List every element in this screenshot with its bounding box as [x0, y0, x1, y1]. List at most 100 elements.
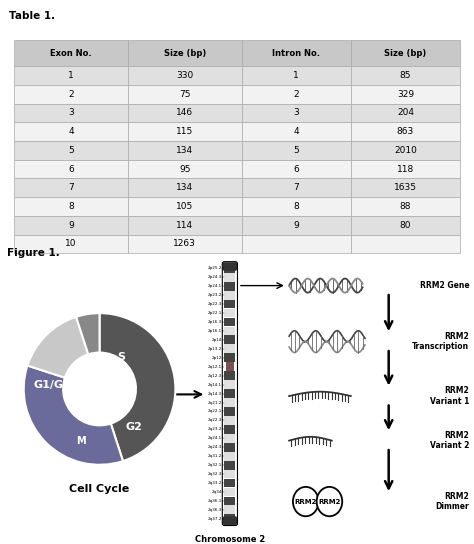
Bar [14, 216, 128, 234]
Bar [128, 178, 242, 197]
Bar [242, 141, 351, 160]
Bar [128, 103, 242, 122]
Bar [224, 407, 235, 416]
Bar [224, 469, 235, 479]
Text: 146: 146 [176, 108, 193, 118]
Text: 4: 4 [293, 127, 299, 136]
Text: 2p22.1: 2p22.1 [208, 311, 222, 315]
Text: 2q32.3: 2q32.3 [208, 472, 222, 476]
Text: 3: 3 [68, 108, 74, 118]
Text: Exon No.: Exon No. [50, 49, 92, 58]
Bar [351, 160, 460, 178]
Text: 9: 9 [293, 221, 299, 230]
Text: 88: 88 [400, 202, 411, 211]
Bar [128, 160, 242, 178]
Text: 2q31.2: 2q31.2 [208, 454, 222, 458]
Text: 6: 6 [68, 165, 74, 174]
Bar [224, 264, 235, 273]
Bar [224, 326, 235, 335]
Bar [128, 216, 242, 234]
Bar [128, 234, 242, 254]
Text: Size (bp): Size (bp) [164, 49, 206, 58]
Text: 2q14.1: 2q14.1 [208, 382, 222, 387]
Bar [14, 160, 128, 178]
Text: 2p24.3: 2p24.3 [208, 275, 222, 279]
Text: Intron No.: Intron No. [272, 49, 320, 58]
Bar [242, 216, 351, 234]
Text: 105: 105 [176, 202, 193, 211]
Text: 115: 115 [176, 127, 193, 136]
Text: 329: 329 [397, 90, 414, 99]
Bar [351, 122, 460, 141]
Bar [224, 308, 235, 317]
Bar [351, 85, 460, 103]
Text: 2q34: 2q34 [211, 490, 222, 494]
Text: 2q22.3: 2q22.3 [208, 418, 222, 423]
Bar [14, 234, 128, 254]
Text: 4: 4 [68, 127, 74, 136]
Bar [224, 344, 235, 353]
Bar [242, 85, 351, 103]
Text: 134: 134 [176, 146, 193, 155]
Bar [242, 103, 351, 122]
Text: 2p22.3: 2p22.3 [208, 302, 222, 306]
Bar [224, 290, 235, 300]
Bar [351, 197, 460, 216]
Text: 2q24.1: 2q24.1 [208, 436, 222, 440]
Text: 10: 10 [65, 239, 77, 249]
Bar [224, 273, 235, 282]
Text: RRM2
Dimmer: RRM2 Dimmer [436, 492, 469, 511]
Text: 2p13.2: 2p13.2 [208, 347, 222, 351]
Bar [351, 234, 460, 254]
Wedge shape [24, 366, 123, 465]
Bar [351, 103, 460, 122]
Text: 7: 7 [68, 183, 74, 192]
Text: 2q32.1: 2q32.1 [208, 463, 222, 467]
Bar [224, 354, 235, 362]
Circle shape [293, 487, 319, 516]
Text: 7: 7 [293, 183, 299, 192]
Bar [14, 40, 128, 66]
Text: Figure 1.: Figure 1. [7, 248, 60, 257]
Text: 204: 204 [397, 108, 414, 118]
Bar [128, 85, 242, 103]
Text: 2q37.2: 2q37.2 [208, 517, 222, 521]
Text: 5: 5 [68, 146, 74, 155]
Text: 2p16.1: 2p16.1 [208, 329, 222, 333]
Text: M: M [76, 436, 85, 446]
Text: 2p12: 2p12 [211, 356, 222, 360]
Text: 75: 75 [179, 90, 191, 99]
Bar [242, 122, 351, 141]
Text: RRM2: RRM2 [318, 498, 341, 505]
Bar [351, 40, 460, 66]
Wedge shape [100, 313, 175, 461]
Text: Size (bp): Size (bp) [384, 49, 427, 58]
Text: 2p23.2: 2p23.2 [208, 293, 222, 297]
Bar [14, 122, 128, 141]
Bar [14, 197, 128, 216]
Bar [128, 197, 242, 216]
Text: 2: 2 [293, 90, 299, 99]
Bar [226, 362, 234, 371]
Text: 85: 85 [400, 71, 411, 80]
Text: 95: 95 [179, 165, 191, 174]
Text: 2p25.2: 2p25.2 [208, 267, 222, 270]
Bar [351, 141, 460, 160]
Bar [224, 505, 235, 514]
Text: 2p16.3: 2p16.3 [208, 320, 222, 324]
Text: Cell Cycle: Cell Cycle [69, 484, 130, 494]
Bar [224, 318, 235, 326]
Bar [14, 178, 128, 197]
Bar [242, 66, 351, 85]
Text: 2p14: 2p14 [211, 338, 222, 342]
Text: G1/G0: G1/G0 [34, 380, 72, 390]
Bar [128, 40, 242, 66]
Bar [242, 197, 351, 216]
Bar [242, 178, 351, 197]
Text: 2q24.3: 2q24.3 [208, 446, 222, 449]
Bar [128, 122, 242, 141]
Text: 2q12.3: 2q12.3 [208, 374, 222, 378]
Bar [224, 497, 235, 505]
Bar [224, 398, 235, 407]
Bar [242, 234, 351, 254]
